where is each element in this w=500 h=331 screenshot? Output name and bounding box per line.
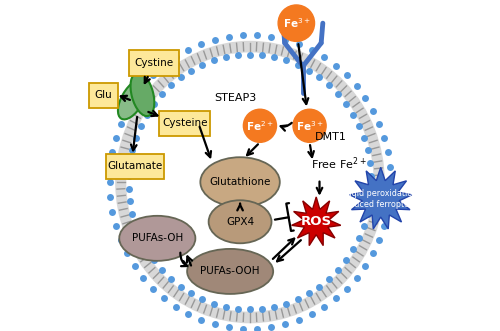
FancyBboxPatch shape xyxy=(90,83,118,108)
Text: Fe$^{2+}$: Fe$^{2+}$ xyxy=(246,119,274,133)
Text: PUFAs-OOH: PUFAs-OOH xyxy=(200,266,260,276)
Ellipse shape xyxy=(208,200,272,243)
Text: Glu: Glu xyxy=(94,90,112,100)
Text: Fe$^{3+}$: Fe$^{3+}$ xyxy=(296,119,324,133)
Text: Liqid peroxidation
induced ferroptosis: Liqid peroxidation induced ferroptosis xyxy=(342,189,419,209)
FancyBboxPatch shape xyxy=(129,50,179,76)
Text: Glutathione: Glutathione xyxy=(210,177,271,187)
Text: STEAP3: STEAP3 xyxy=(214,93,256,103)
Polygon shape xyxy=(350,167,412,229)
FancyBboxPatch shape xyxy=(106,154,164,179)
Ellipse shape xyxy=(130,72,154,116)
Ellipse shape xyxy=(120,216,196,261)
Ellipse shape xyxy=(118,79,147,119)
Circle shape xyxy=(244,109,276,142)
Text: Free Fe$^{2+}$: Free Fe$^{2+}$ xyxy=(311,156,367,172)
Text: Cysteine: Cysteine xyxy=(162,118,208,128)
Ellipse shape xyxy=(115,41,385,323)
Text: DMT1: DMT1 xyxy=(314,132,346,142)
Ellipse shape xyxy=(200,157,280,207)
Text: PUFAs-OH: PUFAs-OH xyxy=(132,233,183,243)
FancyBboxPatch shape xyxy=(159,111,210,136)
Text: Cystine: Cystine xyxy=(134,58,173,68)
Circle shape xyxy=(293,109,326,142)
Text: GPX4: GPX4 xyxy=(226,217,254,227)
Ellipse shape xyxy=(126,52,374,312)
Text: Glutamate: Glutamate xyxy=(108,161,162,171)
Ellipse shape xyxy=(128,54,372,310)
Polygon shape xyxy=(292,197,341,246)
Text: ROS: ROS xyxy=(300,215,332,228)
Ellipse shape xyxy=(187,249,273,294)
Circle shape xyxy=(278,5,314,41)
Text: Fe$^{3+}$: Fe$^{3+}$ xyxy=(282,16,310,30)
